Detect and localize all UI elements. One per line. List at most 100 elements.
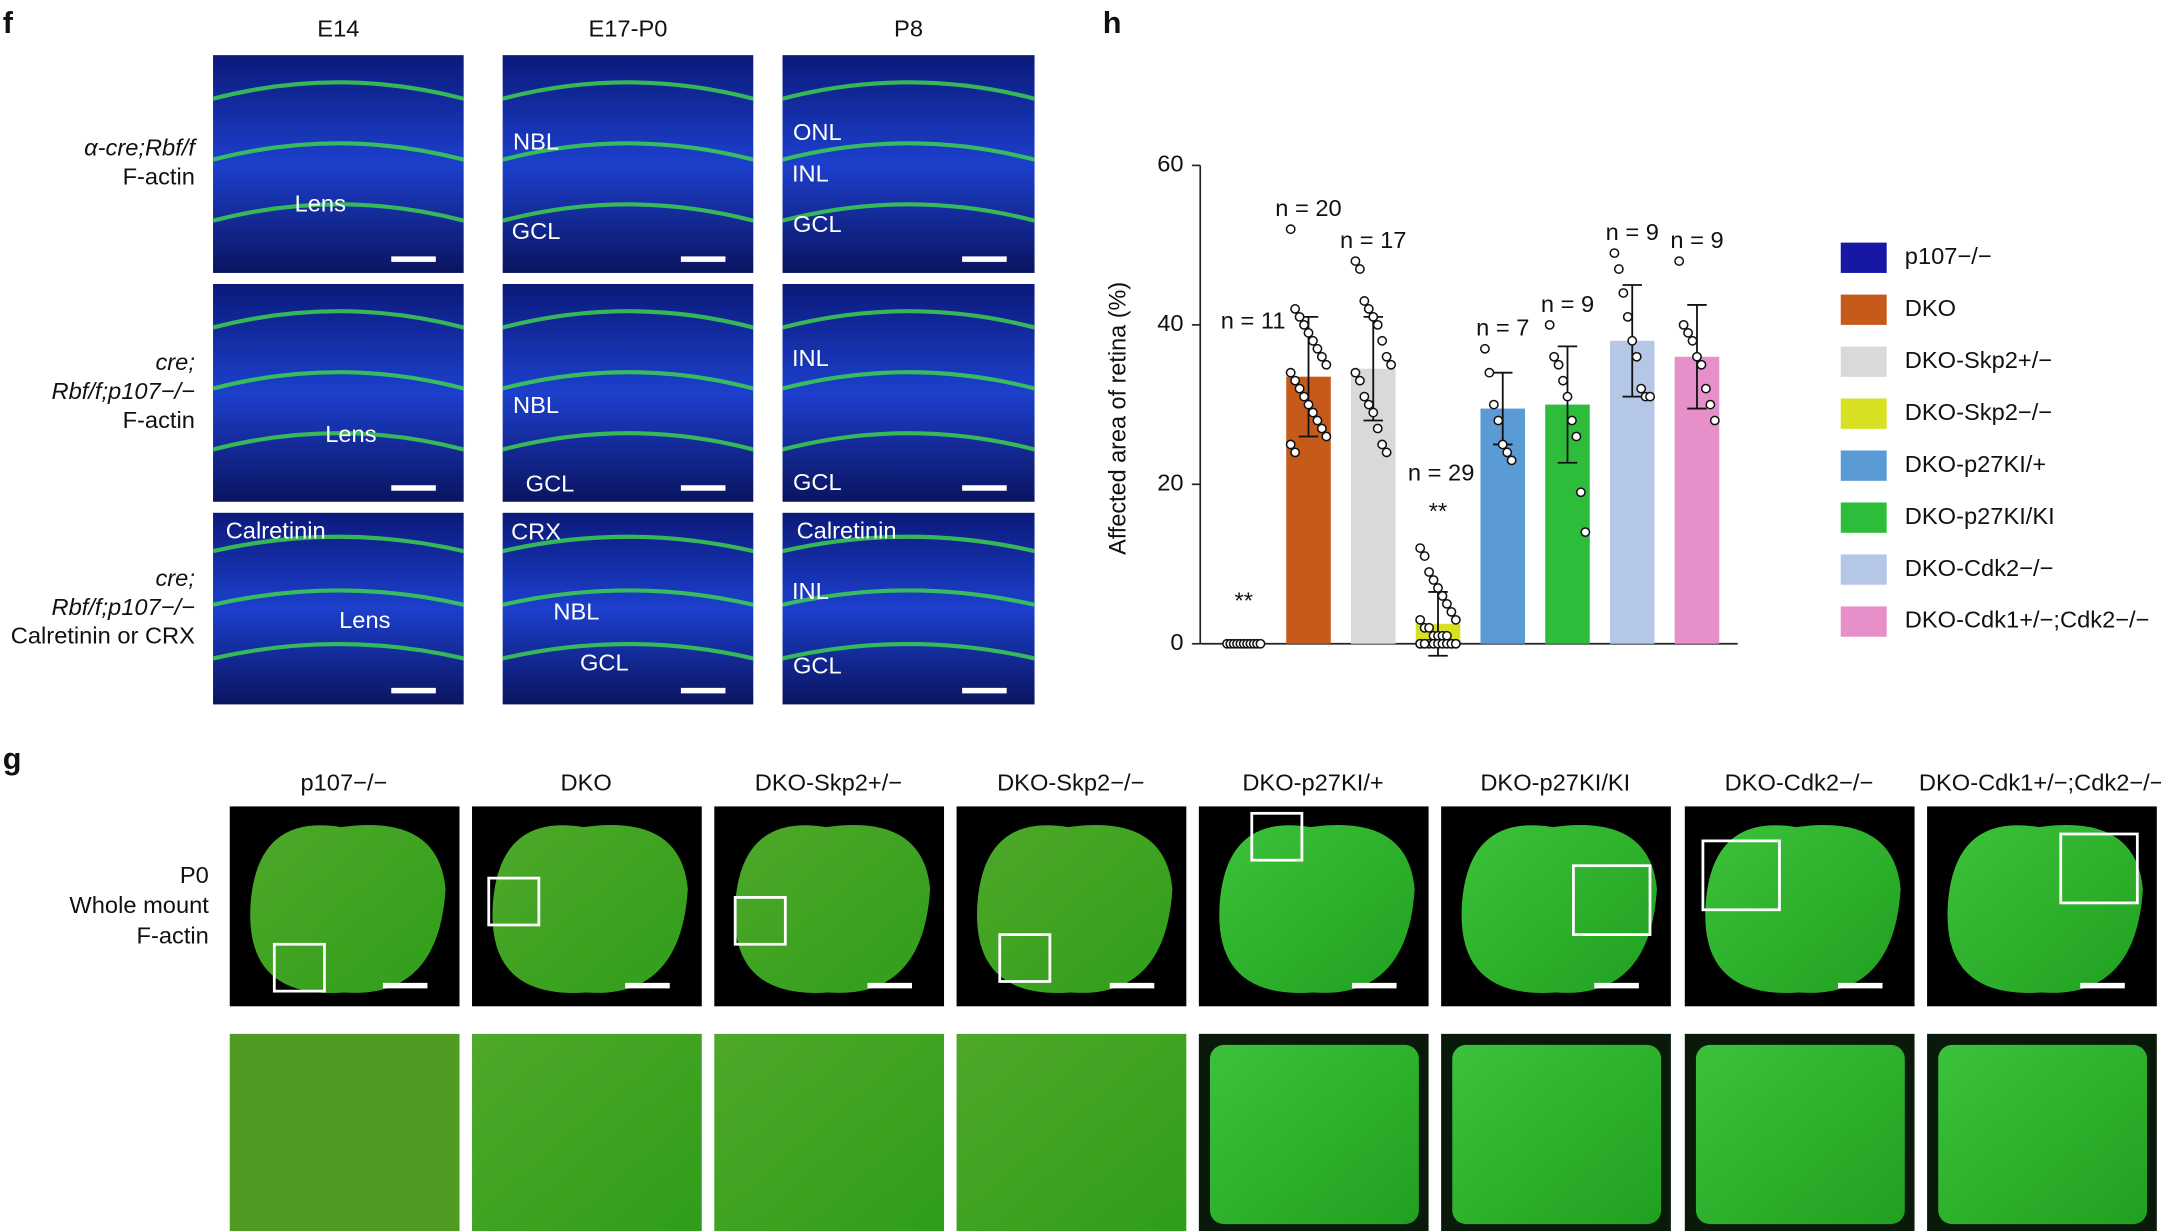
image-label: GCL [793,469,842,495]
scale-bar [382,982,428,989]
legend-label: DKO-Cdk1+/−;Cdk2−/− [1905,607,2150,633]
data-point [1645,391,1656,402]
data-point [1479,343,1490,354]
legend-label: p107−/− [1905,243,1992,269]
data-point [1580,527,1591,538]
tissue-layer [212,309,465,330]
column-header: p107−/− [300,770,387,796]
data-point [1437,591,1448,601]
tissue-layer [212,431,465,452]
data-point [1506,455,1517,466]
y-tick-label: 60 [1157,151,1183,177]
tissue-layer [781,431,1036,452]
data-point [1631,351,1642,362]
scale-bar [962,256,1007,262]
panel-letter: g [3,742,22,776]
image-label: Lens [325,421,376,447]
image-label: GCL [793,652,842,678]
data-point [1627,335,1638,346]
legend-swatch [1840,294,1887,325]
tissue-layer [782,641,1036,661]
data-point [1359,296,1370,306]
tissue-layer [502,202,754,223]
tissue-layer [781,80,1036,101]
data-point [1428,575,1439,585]
data-point [1441,630,1452,641]
y-tick-label: 40 [1157,310,1183,336]
data-point [1544,319,1555,330]
data-point [1368,312,1379,322]
data-point [1450,638,1461,649]
inset-box [2059,832,2139,905]
y-tick-label: 20 [1157,470,1183,496]
image-label: CRX [511,519,561,545]
data-point [1354,375,1365,386]
row-label: P0 [180,862,209,888]
inset-box [487,876,541,927]
y-tick-label: 0 [1170,629,1183,655]
data-point [1696,359,1707,370]
column-header: DKO-p27KI/+ [1242,770,1383,796]
n-label: n = 9 [1606,219,1659,245]
legend-label: DKO [1905,295,1956,321]
image-label: NBL [553,599,599,625]
inset-box [272,942,326,993]
data-point [1372,319,1383,330]
retina-flatmount [1219,824,1415,993]
data-point [1350,367,1361,378]
inset-box [733,896,787,946]
data-point [1303,327,1314,338]
retina-flatmount [492,824,688,993]
row-label: Calretinin or CRX [11,623,195,649]
n-label: n = 29 [1408,459,1474,485]
image-label: NBL [513,392,559,418]
data-point [1705,399,1716,410]
legend-swatch [1840,398,1887,429]
column-header: DKO-Cdk1+/−;Cdk2−/− [1919,770,2161,796]
data-point [1571,431,1582,442]
column-header: DKO-p27KI/KI [1480,770,1630,796]
scale-bar [1352,982,1397,989]
legend-swatch [1840,606,1887,637]
data-point [1359,391,1370,402]
image-label: GCL [580,650,629,676]
legend-swatch [1840,346,1887,377]
data-point [1381,447,1392,458]
column-header: DKO [561,770,612,796]
data-point [1312,415,1323,426]
data-point [1386,359,1397,370]
data-point [1636,383,1647,394]
row-label: Whole mount [69,892,209,918]
inset-box [998,933,1052,983]
tissue-layer [212,534,465,554]
image-label: GCL [793,211,842,237]
tissue-layer [781,141,1036,162]
significance: ** [1235,588,1253,614]
data-point [1424,567,1435,577]
micrograph [213,55,464,273]
image-label: INL [792,160,829,186]
zoom-image [714,1033,945,1231]
data-point [1419,638,1430,649]
scale-bar [962,687,1007,694]
data-point [1321,431,1332,442]
data-point [1424,622,1435,633]
scale-bar [625,982,670,989]
image-label: INL [792,578,829,604]
tissue-layer [781,202,1036,223]
micrograph [213,283,464,502]
column-header: DKO-Cdk2−/− [1725,770,1874,796]
tissue-layer [502,534,754,554]
image-label: INL [792,345,829,371]
data-point [1433,583,1443,593]
data-point [1312,343,1323,354]
zoom-image [229,1033,460,1231]
tissue-layer [502,641,754,661]
image-label: Calretinin [226,517,326,543]
row-label: F-actin [137,923,209,949]
tissue-layer [212,641,465,661]
data-point [1613,264,1624,274]
data-point [1316,423,1327,434]
tissue-layer [781,370,1036,391]
data-point [1493,415,1504,426]
